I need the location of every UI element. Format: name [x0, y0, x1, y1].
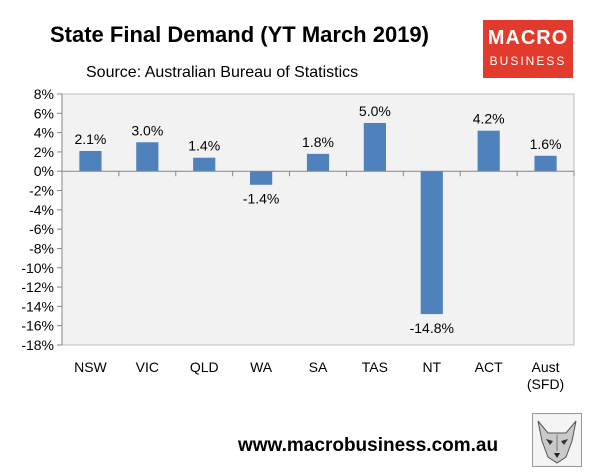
data-label: 5.0%	[359, 103, 391, 119]
x-tick-label: (SFD)	[527, 376, 564, 392]
x-tick-label: Aust	[532, 359, 560, 375]
x-tick-label: NSW	[74, 359, 107, 375]
y-tick-label: -2%	[29, 183, 54, 199]
chart-title: State Final Demand (YT March 2019)	[50, 22, 429, 47]
data-label: 1.6%	[530, 136, 562, 152]
x-tick-label: SA	[309, 359, 328, 375]
bar	[136, 142, 159, 172]
y-tick-label: 0%	[34, 163, 54, 179]
y-tick-label: -8%	[29, 240, 54, 256]
y-tick-label: -14%	[21, 298, 54, 314]
chart-subtitle: Source: Australian Bureau of Statistics	[86, 64, 359, 81]
y-tick-label: 6%	[34, 105, 54, 121]
x-tick-label: WA	[250, 359, 273, 375]
data-label: 1.4%	[188, 138, 220, 154]
data-label: -14.8%	[410, 320, 454, 336]
logo-line-1: MACRO	[487, 27, 569, 49]
x-tick-label: TAS	[362, 359, 388, 375]
y-tick-label: 2%	[34, 144, 54, 160]
y-tick-label: -4%	[29, 202, 54, 218]
data-label: 2.1%	[74, 131, 106, 147]
website-url[interactable]: www.macrobusiness.com.au	[238, 435, 499, 456]
y-tick-label: -18%	[21, 337, 54, 353]
y-tick-label: -10%	[21, 260, 54, 276]
x-tick-label: ACT	[475, 359, 503, 375]
bar	[79, 150, 102, 172]
data-label: 3.0%	[131, 122, 163, 138]
data-label: 1.8%	[302, 134, 334, 150]
bar	[534, 155, 557, 172]
bar	[306, 153, 330, 172]
data-label: -1.4%	[243, 191, 280, 207]
macrobusiness-logo: MACRO BUSINESS	[483, 20, 573, 78]
bar	[420, 171, 443, 315]
bar	[363, 122, 386, 172]
logo-line-2: BUSINESS	[489, 54, 567, 68]
x-tick-label: VIC	[136, 359, 159, 375]
bar	[477, 130, 500, 172]
y-tick-label: 4%	[34, 125, 54, 141]
wolf-icon	[532, 413, 582, 467]
y-tick-label: -16%	[21, 318, 54, 334]
y-tick-label: -6%	[29, 221, 54, 237]
y-tick-label: 8%	[34, 86, 54, 102]
y-tick-label: -12%	[21, 279, 54, 295]
bar	[250, 171, 273, 185]
bar	[193, 157, 216, 172]
x-tick-label: QLD	[190, 359, 219, 375]
x-tick-label: NT	[422, 359, 441, 375]
data-label: 4.2%	[473, 111, 505, 127]
